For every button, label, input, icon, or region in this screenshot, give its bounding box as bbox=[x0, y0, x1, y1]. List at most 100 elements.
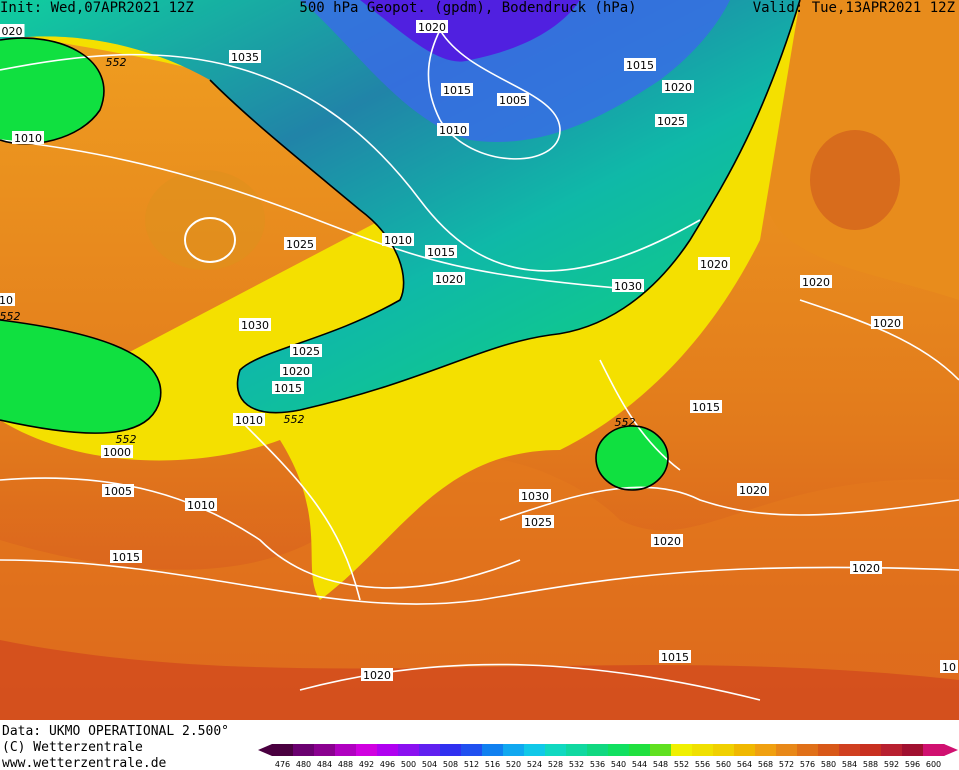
scale-swatch bbox=[776, 744, 798, 756]
contour-label: 10 bbox=[942, 661, 956, 674]
contour-label-box bbox=[871, 316, 903, 329]
contour-label-box bbox=[441, 83, 473, 96]
scale-swatch bbox=[755, 744, 777, 756]
scale-label: 496 bbox=[380, 760, 395, 769]
contour-label: 552 bbox=[106, 56, 127, 69]
contour-label: 1020 bbox=[664, 81, 692, 94]
contour-label-box bbox=[0, 24, 25, 37]
scale-swatch bbox=[629, 744, 651, 756]
valid-time: Valid: Tue,13APR2021 12Z bbox=[753, 0, 955, 16]
scale-label: 536 bbox=[590, 760, 605, 769]
scale-label: 484 bbox=[317, 760, 332, 769]
scale-label: 588 bbox=[863, 760, 878, 769]
scale-label: 560 bbox=[716, 760, 731, 769]
scale-label: 596 bbox=[905, 760, 920, 769]
scale-label: 552 bbox=[674, 760, 689, 769]
contour-label: 1020 bbox=[418, 21, 446, 34]
scale-label: 540 bbox=[611, 760, 626, 769]
header: Init: Wed,07APR2021 12Z 500 hPa Geopot. … bbox=[0, 0, 955, 16]
scale-swatch bbox=[482, 744, 504, 756]
contour-label-box bbox=[655, 114, 687, 127]
map-title: 500 hPa Geopot. (gpdm), Bodendruck (hPa) bbox=[299, 0, 636, 16]
contour-label-box bbox=[437, 123, 469, 136]
contour-label: 1020 bbox=[739, 484, 767, 497]
contour-label-box bbox=[651, 534, 683, 547]
contour-label: 1030 bbox=[521, 490, 549, 503]
contour-label: 1000 bbox=[103, 446, 131, 459]
contour-label: 552 bbox=[116, 433, 137, 446]
contour-label-box bbox=[239, 318, 271, 331]
scale-swatch bbox=[545, 744, 567, 756]
contour-label-box bbox=[850, 561, 882, 574]
scale-swatch bbox=[377, 744, 399, 756]
scale-swatch bbox=[650, 744, 672, 756]
contour-label: 1030 bbox=[614, 280, 642, 293]
scale-swatch bbox=[524, 744, 546, 756]
contour-label-box bbox=[233, 413, 265, 426]
scale-label: 600 bbox=[926, 760, 941, 769]
scale-swatch bbox=[923, 744, 945, 756]
scale-label: 492 bbox=[359, 760, 374, 769]
scale-swatch bbox=[608, 744, 630, 756]
scale-label: 532 bbox=[569, 760, 584, 769]
map-background bbox=[0, 0, 959, 720]
scale-swatch bbox=[881, 744, 903, 756]
scale-label: 584 bbox=[842, 760, 857, 769]
contour-label-box bbox=[280, 364, 312, 377]
website: www.wetterzentrale.de bbox=[2, 756, 167, 770]
scale-label: 556 bbox=[695, 760, 710, 769]
contour-label: 020 bbox=[2, 25, 23, 38]
scale-swatch bbox=[839, 744, 861, 756]
scale-swatch bbox=[314, 744, 336, 756]
contour-label: 1015 bbox=[274, 382, 302, 395]
scale-label: 564 bbox=[737, 760, 752, 769]
contour-label: 1020 bbox=[873, 317, 901, 330]
contour-label-box bbox=[284, 237, 316, 250]
scale-label: 508 bbox=[443, 760, 458, 769]
contour-label: 1010 bbox=[384, 234, 412, 247]
scale-label: 500 bbox=[401, 760, 416, 769]
contour-label-box bbox=[101, 445, 133, 458]
contour-label-box bbox=[416, 20, 448, 33]
data-source: Data: UKMO OPERATIONAL 2.500° bbox=[2, 724, 229, 739]
scale-swatch bbox=[272, 744, 294, 756]
contour-label: 10 bbox=[0, 294, 13, 307]
scale-label: 528 bbox=[548, 760, 563, 769]
contour-label-box bbox=[361, 668, 393, 681]
scale-swatch bbox=[461, 744, 483, 756]
scale-swatch bbox=[587, 744, 609, 756]
contour-label: 552 bbox=[284, 413, 305, 426]
contour-label-box bbox=[185, 498, 217, 511]
contour-label-box bbox=[382, 233, 414, 246]
contour-label-box bbox=[272, 381, 304, 394]
scale-swatch bbox=[293, 744, 315, 756]
scale-label: 480 bbox=[296, 760, 311, 769]
contour-label: 552 bbox=[0, 310, 21, 323]
scale-swatch bbox=[419, 744, 441, 756]
contour-label: 1015 bbox=[443, 84, 471, 97]
scale-swatch bbox=[818, 744, 840, 756]
scale-label: 516 bbox=[485, 760, 500, 769]
scale-swatch bbox=[335, 744, 357, 756]
contour-label: 1025 bbox=[286, 238, 314, 251]
contour-label-box bbox=[662, 80, 694, 93]
contour-label-box bbox=[290, 344, 322, 357]
scale-swatch bbox=[860, 744, 882, 756]
contour-label: 1020 bbox=[700, 258, 728, 271]
contour-label: 1010 bbox=[439, 124, 467, 137]
contour-label: 1020 bbox=[282, 365, 310, 378]
contour-label: 1005 bbox=[104, 485, 132, 498]
contour-label-box bbox=[624, 58, 656, 71]
scale-swatch bbox=[566, 744, 588, 756]
contour-label-box bbox=[433, 272, 465, 285]
contour-label-box bbox=[425, 245, 457, 258]
contour-label: 1015 bbox=[626, 59, 654, 72]
contour-label: 1030 bbox=[241, 319, 269, 332]
scale-label: 504 bbox=[422, 760, 437, 769]
scale-swatch bbox=[503, 744, 525, 756]
contour-label-box bbox=[110, 550, 142, 563]
scale-swatch bbox=[734, 744, 756, 756]
contour-label-box bbox=[659, 650, 691, 663]
contour-label-box bbox=[497, 93, 529, 106]
